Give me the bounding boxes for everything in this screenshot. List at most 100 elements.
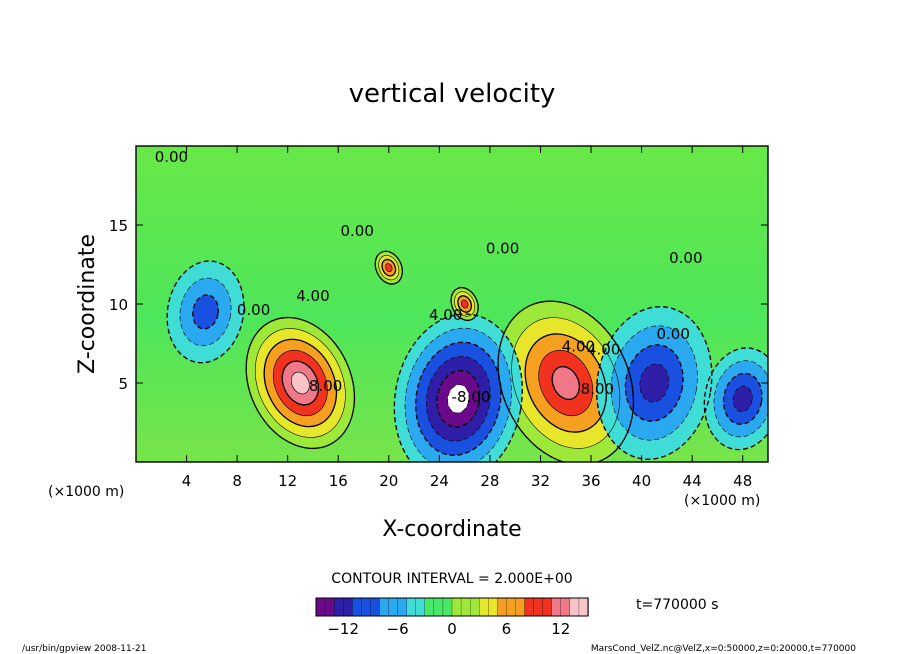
- colorbar-seg-7: [379, 597, 390, 617]
- contour-2-2: [415, 341, 502, 456]
- colorbar-seg-13: [433, 597, 444, 617]
- contour-label-10: 8.00: [581, 380, 614, 398]
- chart-title: vertical velocity: [349, 79, 556, 109]
- colorbar-seg-16: [460, 597, 471, 617]
- y-tick-label-15: 15: [109, 217, 128, 235]
- contour-label-6: 4.00: [296, 287, 329, 305]
- colorbar-seg-19: [488, 597, 498, 617]
- contour-5-3: [732, 385, 753, 412]
- colorbar-seg-8: [388, 597, 399, 617]
- colorbar-seg-20: [497, 597, 508, 617]
- contour-0-0: [245, 316, 356, 450]
- colorbar-seg-26: [551, 597, 562, 617]
- x-tick-label-36: 36: [581, 472, 600, 490]
- field-level-1-4: [552, 366, 580, 400]
- x-tick-label-20: 20: [379, 472, 398, 490]
- contour-4-0: [596, 306, 713, 460]
- colorbar-tick-0: 0: [447, 620, 457, 638]
- colorbar-seg-12: [424, 597, 435, 617]
- colorbar-tick-6: 6: [502, 620, 512, 638]
- colorbar-seg-17: [469, 597, 480, 617]
- x-unit-label: (×1000 m): [684, 493, 760, 509]
- x-tick-label-44: 44: [683, 472, 702, 490]
- contour-0-2: [263, 338, 338, 428]
- colorbar-seg-22: [515, 597, 526, 617]
- x-tick-label-12: 12: [278, 472, 297, 490]
- contour-2-0: [393, 313, 523, 462]
- contour-label-12: -8.00: [452, 388, 491, 406]
- time-text: t=770000 s: [636, 597, 718, 613]
- contour-label-4: 0.00: [656, 325, 689, 343]
- colorbar-seg-15: [451, 597, 462, 617]
- contour-label-0: 0.00: [155, 148, 188, 166]
- colorbar-tick--6: −6: [387, 620, 409, 638]
- contour-3-2: [192, 294, 219, 330]
- contour-0-1: [254, 328, 346, 438]
- x-tick-label-48: 48: [733, 472, 752, 490]
- y-axis-label: Z-coordinate: [75, 234, 100, 374]
- y-axis-ticks: 5 10 15: [109, 217, 768, 393]
- colorbar-seg-25: [542, 597, 553, 617]
- field-level-3-2: [192, 294, 219, 329]
- contour-1-3: [538, 349, 594, 417]
- contour-1-4: [551, 365, 580, 401]
- contour-4-3: [639, 363, 669, 403]
- contour-2-1: [404, 327, 512, 462]
- y-tick-label-5: 5: [118, 375, 128, 393]
- x-tick-label-24: 24: [430, 472, 449, 490]
- contour-label-5: 0.00: [237, 301, 270, 319]
- contour-labels: 0.000.000.000.000.000.004.008.004.004.00…: [155, 148, 703, 406]
- contour-3-0: [166, 260, 245, 364]
- colorbar-seg-24: [533, 597, 544, 617]
- colorbar-seg-18: [479, 597, 489, 617]
- colorbar-seg-29: [578, 597, 589, 617]
- colorbar-tick-12: 12: [551, 620, 570, 638]
- colorbar-ticks: −12 −6 0 6 12: [327, 620, 570, 638]
- colorbar-seg-1: [324, 597, 335, 617]
- field-level-6-3: [385, 263, 393, 272]
- colorbar-seg-14: [442, 597, 453, 617]
- contour-label-1: 0.00: [340, 222, 373, 240]
- contour-1-0: [497, 300, 635, 462]
- contour-6-3: [385, 263, 393, 273]
- contour-interval-text: CONTOUR INTERVAL = 2.000E+00: [331, 571, 572, 587]
- field-level-7-3: [461, 299, 469, 309]
- colorbar-seg-3: [343, 597, 353, 617]
- contour-label-7: 8.00: [309, 377, 342, 395]
- colorbar-seg-21: [506, 597, 517, 617]
- contour-7-0: [450, 286, 479, 322]
- contour-label-2: 0.00: [486, 239, 519, 257]
- x-tick-label-32: 32: [531, 472, 550, 490]
- contour-6-0: [374, 250, 403, 285]
- colorbar-frame: [315, 597, 589, 617]
- field-level-5-3: [733, 386, 753, 412]
- x-axis-label: X-coordinate: [382, 517, 521, 542]
- y-unit-label: (×1000 m): [48, 484, 124, 500]
- colorbar-seg-5: [361, 597, 372, 617]
- contour-label-9: 4.00: [562, 337, 595, 355]
- y-tick-label-10: 10: [109, 296, 128, 314]
- contour-label-11: 4.00: [587, 341, 620, 359]
- contour-0-4: [281, 360, 320, 406]
- contour-6-1: [378, 255, 400, 281]
- x-tick-label-40: 40: [632, 472, 651, 490]
- contour-5-2: [722, 372, 763, 425]
- contour-1-1: [511, 317, 621, 449]
- x-axis-ticks: 4 8 12 16 20 24 28 32 36 40 44 48: [182, 146, 752, 490]
- footer-left: /usr/bin/gpview 2008-11-21: [22, 644, 146, 654]
- contour-label-3: 0.00: [669, 249, 702, 267]
- contour-2-3: [426, 356, 491, 442]
- x-tick-label-8: 8: [232, 472, 242, 490]
- colorbar-seg-0: [315, 597, 326, 617]
- contour-4-2: [624, 344, 684, 422]
- field-level-2-5: [447, 384, 469, 413]
- footer-right: MarsCond_VelZ.nc@VelZ,x=0:50000,z=0:2000…: [591, 644, 856, 654]
- colorbar-tick--12: −12: [327, 620, 359, 638]
- colorbar-seg-2: [333, 597, 344, 617]
- colorbar-seg-4: [352, 597, 362, 617]
- contour-4-1: [610, 325, 698, 441]
- colorbar-seg-9: [397, 597, 408, 617]
- contour-label-8: 4.00: [429, 306, 462, 324]
